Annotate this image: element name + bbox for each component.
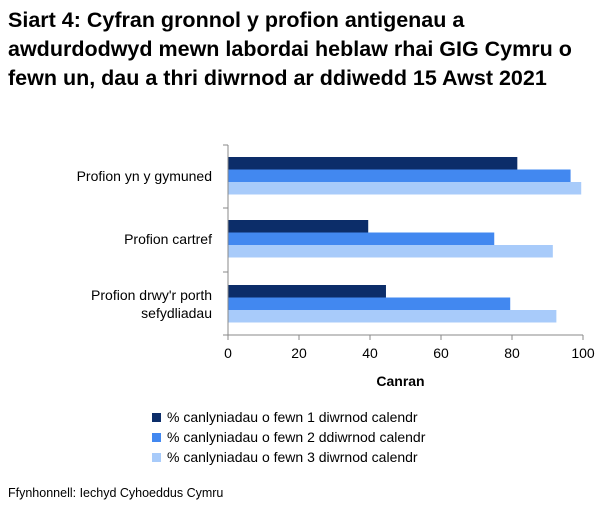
x-axis-title: Canran: [376, 373, 424, 389]
category-label: sefydliadau: [141, 305, 212, 321]
x-tick-label: 80: [504, 345, 520, 361]
bar: [228, 310, 557, 323]
category-label: Profion cartref: [124, 231, 212, 247]
bar: [228, 169, 571, 182]
bar: [228, 297, 511, 310]
x-tick-label: 20: [291, 345, 307, 361]
bar: [228, 245, 553, 258]
source-note: Ffynhonnell: Iechyd Cyhoeddus Cymru: [8, 486, 224, 500]
x-tick-label: 100: [571, 345, 595, 361]
bar: [228, 220, 369, 233]
bar: [228, 232, 495, 245]
legend-swatch-2: [152, 432, 161, 442]
legend-swatch-1: [152, 412, 161, 422]
legend-label-3: % canlyniadau o fewn 3 diwrnod calendr: [167, 449, 418, 465]
category-label: Profion drwy'r porth: [91, 287, 212, 303]
x-tick-label: 60: [433, 345, 449, 361]
category-label: Profion yn y gymuned: [77, 168, 212, 184]
legend-item: % canlyniadau o fewn 3 diwrnod calendr: [152, 447, 425, 467]
legend-label-2: % canlyniadau o fewn 2 ddiwrnod calendr: [167, 429, 426, 445]
x-tick-label: 0: [224, 345, 232, 361]
legend-item: % canlyniadau o fewn 2 ddiwrnod calendr: [152, 427, 425, 447]
x-tick-label: 40: [362, 345, 378, 361]
bar: [228, 285, 386, 298]
legend-label-1: % canlyniadau o fewn 1 diwrnod calendr: [167, 409, 418, 425]
chart-title: Siart 4: Cyfran gronnol y profion antige…: [8, 8, 572, 90]
legend: % canlyniadau o fewn 1 diwrnod calendr %…: [152, 407, 425, 467]
bar: [228, 157, 518, 170]
bar: [228, 182, 582, 195]
legend-item: % canlyniadau o fewn 1 diwrnod calendr: [152, 407, 425, 427]
legend-swatch-3: [152, 452, 161, 462]
